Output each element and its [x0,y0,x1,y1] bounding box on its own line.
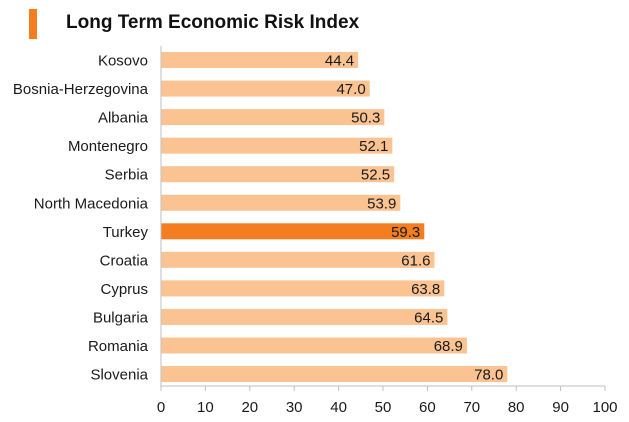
x-tick-label-50: 50 [375,399,392,416]
x-tick-label-60: 60 [419,399,436,416]
x-tick-label-30: 30 [286,399,303,416]
value-labels-layer: 44.4 47.0 50.3 52.1 52.5 53.9 59.3 61.6 63.8 64.5… [325,53,503,384]
value-label-romania: 68.9 [434,338,463,355]
value-label-kosovo: 44.4 [325,53,354,70]
bar-bulgaria [161,308,448,325]
bar-bosnia-herzegovina [161,80,370,97]
value-label-bosnia-herzegovina: 47.0 [336,81,365,98]
category-label-turkey: Turkey [103,224,149,241]
x-axis: 0 10 20 30 40 50 60 70 80 90 100 [157,45,618,416]
x-tick-label-100: 100 [592,399,617,416]
bar-slovenia [161,366,508,383]
category-label-bosnia-herzegovina: Bosnia-Herzegovina [13,81,149,98]
title-accent-bar [29,9,37,39]
value-label-slovenia: 78.0 [474,367,503,384]
category-label-montenegro: Montenegro [68,138,148,155]
category-label-romania: Romania [88,338,149,355]
bar-serbia [161,166,395,183]
bar-north-macedonia [161,194,401,211]
category-label-croatia: Croatia [100,252,149,269]
category-label-albania: Albania [98,110,149,127]
bar-montenegro [161,137,393,154]
value-label-turkey: 59.3 [391,224,420,241]
value-label-bulgaria: 64.5 [414,309,443,326]
bar-croatia [161,251,435,268]
bar-turkey [161,223,425,240]
category-label-bulgaria: Bulgaria [93,309,149,326]
bars-layer [161,52,508,383]
category-label-north-macedonia: North Macedonia [34,195,149,212]
value-label-albania: 50.3 [351,110,380,127]
bar-cyprus [161,280,445,297]
x-tick-label-0: 0 [157,399,165,416]
x-tick-label-10: 10 [197,399,214,416]
x-tick-label-90: 90 [552,399,569,416]
value-label-north-macedonia: 53.9 [367,195,396,212]
category-labels-layer: Kosovo Bosnia-Herzegovina Albania Montenegr… [13,53,149,384]
value-label-cyprus: 63.8 [411,281,440,298]
x-tick-label-70: 70 [463,399,480,416]
category-label-slovenia: Slovenia [90,367,148,384]
bar-romania [161,337,467,354]
category-label-cyprus: Cyprus [100,281,148,298]
bar-albania [161,109,385,126]
chart-title: Long Term Economic Risk Index [66,12,360,33]
value-label-serbia: 52.5 [361,167,390,184]
x-tick-label-40: 40 [330,399,347,416]
category-label-kosovo: Kosovo [98,53,148,70]
value-label-croatia: 61.6 [401,252,430,269]
x-tick-label-80: 80 [508,399,525,416]
value-label-montenegro: 52.1 [359,138,388,155]
x-tick-label-20: 20 [241,399,258,416]
category-label-serbia: Serbia [105,167,149,184]
bar-kosovo [161,52,359,68]
